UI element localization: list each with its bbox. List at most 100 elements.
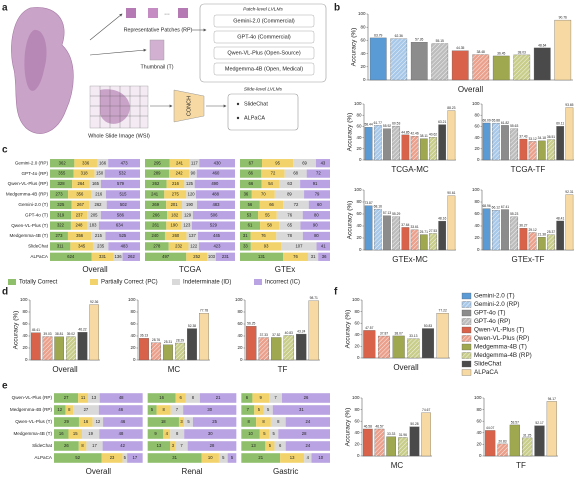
bar-segment	[262, 159, 294, 168]
bar-segment	[293, 159, 316, 168]
arrow	[89, 13, 123, 41]
value-label: 37.52	[272, 333, 280, 337]
model-name: Gemini-2.0 (Commercial)	[233, 18, 295, 24]
bar-segment	[74, 159, 97, 168]
bar	[271, 337, 282, 361]
y-tick-label: 40	[354, 332, 360, 337]
value-label: 37.33	[260, 333, 268, 337]
bar	[386, 436, 396, 457]
y-tick-label: 0	[357, 355, 360, 360]
segment-label: 10	[248, 431, 253, 436]
model-box	[213, 62, 315, 76]
value-label: 37.43	[519, 134, 527, 138]
segment-label: 502	[120, 202, 128, 207]
segment-label: 60	[317, 202, 322, 207]
bar-segment	[281, 393, 330, 403]
bar-segment	[284, 169, 307, 178]
value-label: 63.79	[374, 33, 382, 37]
bar-segment	[54, 417, 79, 427]
bar-segment	[283, 252, 308, 261]
y-tick-label: 20	[22, 345, 28, 350]
bar-segment	[92, 242, 109, 251]
value-label: 48.16	[438, 216, 446, 220]
bar-segment	[315, 159, 330, 168]
value-label: 25.71	[420, 230, 428, 234]
bar-segment	[240, 242, 251, 251]
row-label: SlideChat	[28, 244, 49, 249]
bar-segment	[99, 429, 143, 439]
segment-label: 356	[76, 192, 84, 197]
bar-segment	[191, 221, 235, 230]
y-tick-label: 100	[358, 11, 366, 16]
bar-segment	[279, 221, 301, 230]
bar-segment	[241, 429, 260, 439]
y-tick-label: 40	[237, 333, 243, 338]
segment-label: 216	[95, 192, 103, 197]
panel-label: b	[334, 3, 340, 14]
group-title: TCGA	[179, 265, 202, 274]
bar-hatch	[492, 123, 500, 160]
value-label: 66.12	[492, 206, 500, 210]
segment-label: 5	[124, 455, 127, 460]
segment-label: 36	[322, 254, 327, 259]
bar-segment	[258, 211, 277, 220]
value-label: 67.41	[501, 205, 509, 209]
row-label: GPT-4o (T)	[25, 212, 48, 217]
panel-label: f	[334, 287, 338, 298]
segment-label: 120	[188, 192, 196, 197]
y-tick-label: 80	[474, 112, 480, 117]
y-tick-label: 0	[479, 453, 482, 458]
patch	[178, 8, 188, 18]
bar-segment	[89, 200, 107, 209]
bar-hatch	[528, 232, 537, 250]
panel-label: a	[2, 3, 8, 14]
legend-label: Incorrect (IC)	[265, 280, 300, 286]
legend-label: Medgemma-4B (RP)	[474, 352, 532, 359]
encoder	[173, 89, 205, 123]
bar-segment	[147, 441, 171, 451]
bar-segment	[65, 405, 74, 415]
segment-label: 5	[263, 431, 266, 436]
model-name: Medgemma-4B (Open, Medical)	[225, 66, 303, 72]
chart-title: Overall	[52, 365, 78, 374]
segment-label: 69	[302, 160, 307, 165]
bar-segment	[145, 231, 165, 241]
segment-label: 43	[321, 160, 326, 165]
segment-label: 336	[82, 160, 90, 165]
bar	[554, 19, 572, 81]
segment-label: 240	[151, 233, 159, 238]
bar	[565, 194, 574, 251]
segment-label: 241	[176, 160, 184, 165]
row-label: Medgemma-4B (T)	[9, 233, 48, 238]
bar-segment	[147, 417, 179, 427]
segment-label: 26	[64, 443, 69, 448]
bar	[139, 338, 149, 361]
bar-segment	[194, 179, 235, 189]
chart-title: MC	[168, 365, 181, 374]
bar	[537, 237, 546, 251]
value-label: 48.64	[538, 43, 546, 47]
legend-swatch	[461, 292, 472, 300]
bar-segment	[184, 179, 195, 189]
segment-label: 579	[117, 181, 125, 186]
bar-segment	[50, 221, 71, 230]
y-tick-label: 100	[352, 395, 360, 400]
value-label: 74.67	[422, 408, 430, 412]
row-label: Gemini-2.0 (T)	[18, 202, 48, 207]
bar-segment	[89, 179, 101, 189]
bar	[421, 412, 431, 457]
bar-segment	[241, 441, 266, 451]
segment-label: 264	[77, 181, 85, 186]
model-name: Qwen-VL-Plus (Open-Source)	[227, 50, 301, 56]
segment-label: 54	[268, 181, 273, 186]
bar-hatch	[151, 342, 161, 360]
segment-label: 31	[243, 233, 248, 238]
rp-label: Representative Patches (RP)	[124, 27, 193, 33]
bar-segment	[196, 169, 235, 178]
bar-segment	[96, 159, 109, 168]
segment-label: 16	[159, 395, 164, 400]
segment-label: 79	[315, 192, 320, 197]
segment-label: 76	[293, 254, 298, 259]
value-label: 90.61	[447, 191, 455, 195]
bar-segment	[92, 417, 104, 427]
